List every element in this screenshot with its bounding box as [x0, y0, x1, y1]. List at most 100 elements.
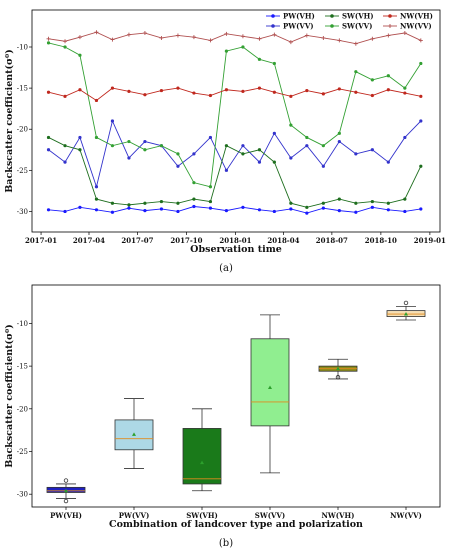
data-point: [94, 30, 99, 35]
data-point: [257, 148, 262, 152]
data-point: [192, 204, 196, 209]
series-pw-vh: [46, 204, 423, 215]
data-point: [257, 208, 262, 212]
box-nw-vv: [386, 300, 426, 321]
data-point: [208, 135, 213, 140]
y-tick-label: -10: [17, 320, 28, 328]
data-point: [208, 199, 213, 204]
data-point: [386, 33, 391, 38]
y-axis-label-b: Backscatter coefficient(σ⁰): [4, 324, 15, 467]
data-point: [354, 201, 358, 205]
series-line: [48, 31, 422, 45]
mean-marker: [200, 460, 204, 465]
y-tick-label: -25: [17, 448, 28, 456]
x-tick-label: NW(VV): [390, 511, 422, 520]
data-point: [208, 185, 213, 189]
data-point: [419, 61, 423, 66]
data-point: [272, 209, 276, 214]
data-point: [241, 205, 245, 209]
data-point: [257, 86, 262, 90]
data-point: [402, 31, 407, 36]
data-point: [386, 201, 390, 205]
data-point: [208, 93, 213, 98]
box-nw-vh: [318, 358, 358, 380]
outlier-point: [403, 300, 409, 306]
data-point: [78, 135, 82, 140]
legend-marker: [271, 14, 275, 18]
x-tick-label: 2017-10: [170, 236, 202, 245]
data-point: [353, 41, 358, 46]
data-point: [46, 148, 51, 152]
data-point: [289, 94, 293, 98]
data-point: [159, 207, 164, 211]
box-sw-vh: [182, 408, 222, 492]
x-tick-label: 2017-01: [25, 236, 57, 245]
data-point: [46, 41, 51, 45]
x-ticks-b: PW(VH) PW(VV) SW(VH) SW(VV) NW(VH) NW(VV): [50, 507, 422, 520]
data-point: [94, 185, 99, 189]
data-point: [63, 160, 67, 164]
legend-label: PW(VV): [283, 22, 314, 31]
data-point: [224, 209, 229, 213]
data-point: [110, 210, 115, 214]
data-point: [176, 164, 180, 168]
data-point: [419, 207, 423, 211]
series-group-a: [46, 30, 423, 215]
box-pw-vh: [46, 478, 86, 504]
data-point: [305, 135, 309, 140]
legend-label: SW(VV): [342, 22, 372, 31]
series-sw-vh: [46, 135, 423, 209]
time-series-panel: -10-15-20-25-30 2017-01 2017-04 2017-07 201…: [4, 9, 446, 274]
data-point: [321, 206, 325, 210]
data-point: [110, 144, 115, 148]
data-point: [370, 205, 374, 209]
mean-marker: [268, 385, 272, 389]
data-point: [94, 135, 99, 140]
data-point: [337, 38, 342, 43]
data-point: [419, 94, 423, 98]
mean-marker: [336, 366, 340, 371]
data-point: [272, 32, 277, 37]
data-point: [337, 209, 341, 213]
x-tick-label: PW(VH): [50, 511, 82, 520]
series-line: [48, 137, 422, 208]
plot-frame-b: [31, 284, 441, 508]
legend-marker: [388, 24, 392, 28]
legend: PW(VH) SW(VH) NW(VH) PW(VV) SW(VV) NW(VV): [266, 12, 433, 31]
data-point: [419, 119, 423, 123]
data-point: [192, 181, 196, 185]
data-point: [305, 205, 309, 209]
data-point: [142, 31, 147, 36]
data-point: [289, 207, 293, 211]
x-tick-label: 2019-01: [414, 236, 446, 245]
data-point: [192, 197, 196, 201]
series-line: [48, 87, 421, 101]
data-point: [46, 90, 51, 94]
legend-marker: [330, 24, 334, 28]
data-point: [224, 49, 229, 53]
data-point: [418, 38, 423, 43]
data-point: [127, 156, 131, 160]
data-point: [143, 201, 147, 205]
x-tick-label: SW(VV): [255, 511, 285, 520]
data-point: [370, 199, 374, 204]
data-point: [241, 89, 245, 93]
series-nw-vv: [46, 30, 423, 46]
legend-item: PW(VV): [266, 22, 314, 31]
data-point: [208, 206, 213, 210]
data-point: [288, 40, 293, 45]
y-axis-label-a: Backscatter coefficient(σ⁰): [4, 49, 15, 192]
data-point: [143, 139, 147, 144]
data-point: [321, 144, 325, 148]
data-point: [78, 148, 82, 152]
data-point: [257, 36, 262, 41]
box-sw-vv: [250, 314, 290, 474]
mean-marker: [132, 432, 136, 436]
data-point: [63, 209, 67, 214]
data-point: [63, 39, 68, 44]
legend-item: PW(VH): [266, 12, 315, 21]
iqr-box: [182, 428, 222, 485]
data-point: [110, 86, 115, 90]
y-ticks-a: -10 -15 -20 -25 -30: [17, 44, 32, 216]
